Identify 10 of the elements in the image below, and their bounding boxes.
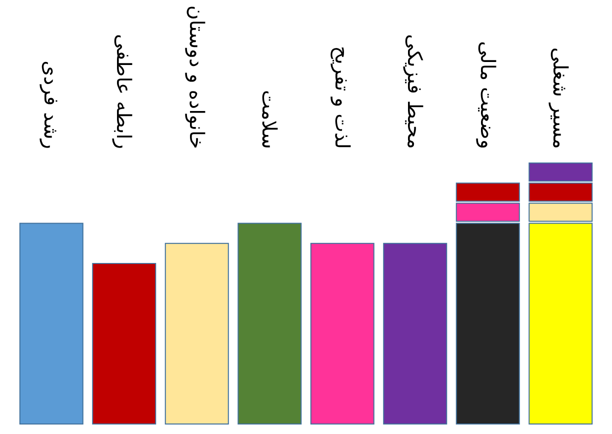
x-tick-label: وضعیت مالی: [476, 41, 500, 149]
bar: [238, 222, 302, 424]
x-tick-label: سلامت: [258, 90, 282, 149]
x-tick-label: مسیر شغلی: [548, 47, 573, 149]
x-tick-label: محیط فیزیکی: [403, 34, 428, 149]
x-tick-label: خانواده و دوستان: [184, 5, 209, 149]
x-tick-label: رابطه عاطفی: [112, 34, 136, 149]
x-tick-label: رشد فردی: [39, 60, 64, 149]
bar: [19, 222, 84, 424]
x-tick-label: لذت و تفریح: [330, 46, 354, 149]
